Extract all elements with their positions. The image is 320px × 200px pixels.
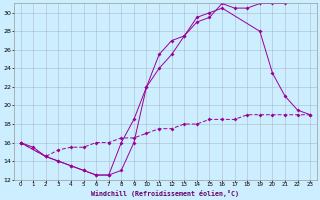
X-axis label: Windchill (Refroidissement éolien,°C): Windchill (Refroidissement éolien,°C)	[92, 190, 239, 197]
